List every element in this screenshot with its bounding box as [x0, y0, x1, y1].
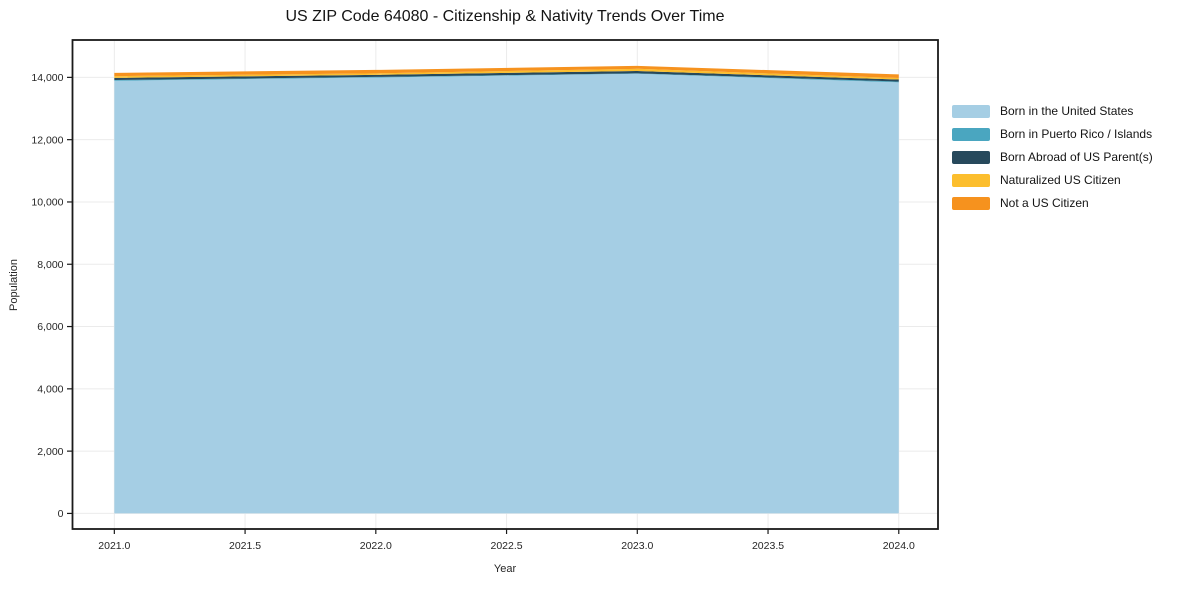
legend-item-born-in-the-united-states: Born in the United States: [952, 104, 1153, 118]
y-tick-label: 0: [58, 508, 64, 520]
legend-swatch: [952, 196, 990, 210]
legend-swatch: [952, 127, 990, 141]
legend-label: Born Abroad of US Parent(s): [1000, 150, 1153, 164]
legend: Born in the United States Born in Puerto …: [952, 104, 1153, 210]
area-not-a-us-citizen: [114, 65, 899, 78]
y-tick-label: 12,000: [31, 134, 63, 146]
y-tick-label: 8,000: [37, 259, 63, 271]
x-tick-label: 2021.0: [98, 540, 130, 552]
legend-item-born-abroad-of-us-parent-s: Born Abroad of US Parent(s): [952, 150, 1153, 164]
area-naturalized-us-citizen: [114, 68, 899, 80]
x-tick-label: 2022.0: [360, 540, 392, 552]
y-axis-title: Population: [8, 259, 20, 311]
legend-item-naturalized-us-citizen: Naturalized US Citizen: [952, 173, 1153, 187]
legend-label: Born in Puerto Rico / Islands: [1000, 127, 1153, 141]
legend-label: Not a US Citizen: [1000, 196, 1089, 210]
y-tick-label: 2,000: [37, 446, 63, 458]
legend-swatch: [952, 173, 990, 187]
y-tick-label: 6,000: [37, 321, 63, 333]
area-born-in-puerto-rico-islands: [114, 73, 899, 83]
x-tick-label: 2023.0: [621, 540, 653, 552]
plot-border: [71, 39, 939, 530]
x-tick-label: 2022.5: [490, 540, 522, 552]
area-born-in-the-united-states: [114, 73, 899, 514]
legend-swatch: [952, 150, 990, 164]
x-axis-title: Year: [493, 563, 517, 575]
area-born-abroad-of-us-parent-s: [114, 70, 899, 82]
legend-swatch: [952, 104, 990, 118]
legend-item-born-in-puerto-rico-islands: Born in Puerto Rico / Islands: [952, 127, 1153, 141]
y-tick-label: 10,000: [31, 197, 63, 209]
legend-label: Born in the United States: [1000, 104, 1134, 118]
y-tick-label: 14,000: [31, 72, 63, 84]
x-tick-label: 2024.0: [883, 540, 915, 552]
y-tick-label: 4,000: [37, 384, 63, 396]
x-tick-label: 2021.5: [229, 540, 261, 552]
legend-item-not-a-us-citizen: Not a US Citizen: [952, 196, 1153, 210]
legend-label: Naturalized US Citizen: [1000, 173, 1121, 187]
chart-title: US ZIP Code 64080 - Citizenship & Nativi…: [285, 8, 725, 25]
x-tick-label: 2023.5: [752, 540, 784, 552]
